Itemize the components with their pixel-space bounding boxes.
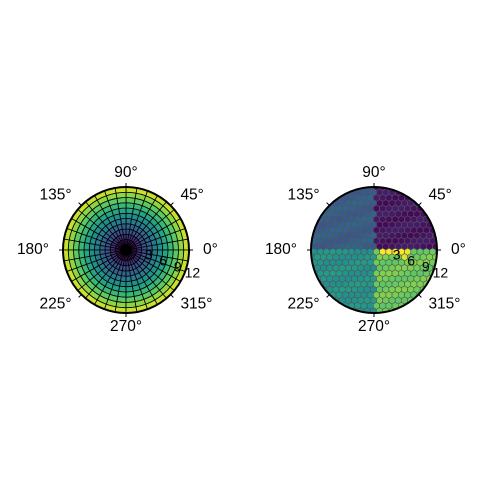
structured-cells — [62, 186, 190, 314]
r-label-9: 9 — [422, 258, 430, 274]
mesh-cell — [125, 207, 134, 215]
theta-label-225: 225° — [39, 296, 71, 313]
mesh-cell — [125, 228, 131, 235]
mesh-cell — [99, 244, 106, 251]
mesh-cell — [119, 280, 127, 288]
mesh-cell — [118, 285, 127, 293]
theta-tick — [326, 294, 330, 298]
mesh-cell — [125, 218, 132, 225]
mesh-cell — [88, 243, 96, 251]
mesh-cell — [104, 245, 111, 251]
r-label-12: 12 — [433, 264, 449, 280]
mesh-cell — [125, 212, 133, 220]
mesh-cell — [122, 259, 127, 267]
theta-tick — [326, 202, 330, 206]
r-label-9: 9 — [174, 258, 182, 274]
polar-plot-structured: 0° 45° 90° 135° 180° 225° 270° 315° 3 6 … — [17, 164, 218, 335]
mesh-cell — [125, 233, 130, 241]
theta-label-45: 45° — [180, 187, 203, 204]
theta-label-90: 90° — [362, 164, 385, 181]
theta-label-180: 180° — [265, 241, 297, 258]
theta-label-270: 270° — [110, 318, 142, 335]
mesh-cell — [109, 246, 117, 251]
polar-plot-unstructured: 0° 45° 90° 135° 180° 225° 270° 315° 3 6 … — [265, 164, 466, 335]
mesh-cell — [125, 223, 132, 230]
mesh-cell — [151, 249, 158, 256]
theta-label-225: 225° — [287, 296, 319, 313]
theta-label-315: 315° — [180, 296, 212, 313]
theta-ticks — [59, 183, 193, 317]
r-label-3: 3 — [393, 247, 401, 263]
theta-tick — [170, 202, 174, 206]
theta-tick-labels: 0° 45° 90° 135° 180° 225° 270° 315° — [17, 164, 218, 335]
theta-label-180: 180° — [17, 241, 49, 258]
theta-label-45: 45° — [428, 187, 451, 204]
mesh-cell — [94, 244, 101, 251]
hexagonal-cells — [311, 187, 437, 313]
theta-tick — [418, 294, 422, 298]
theta-label-0: 0° — [203, 241, 218, 258]
theta-tick — [418, 202, 422, 206]
theta-tick — [78, 294, 82, 298]
mesh-cell — [83, 242, 91, 251]
theta-label-270: 270° — [358, 318, 390, 335]
theta-label-90: 90° — [114, 164, 137, 181]
theta-tick — [78, 202, 82, 206]
theta-label-315: 315° — [428, 296, 460, 313]
mesh-cell — [120, 275, 127, 282]
theta-label-135: 135° — [39, 187, 71, 204]
theta-tick-labels: 0° 45° 90° 135° 180° 225° 270° 315° — [265, 164, 466, 335]
mesh-cell — [120, 270, 127, 277]
r-label-12: 12 — [185, 264, 201, 280]
r-tick-labels: 3 6 9 12 — [145, 247, 201, 281]
theta-tick — [170, 294, 174, 298]
theta-ticks — [307, 183, 441, 317]
theta-label-0: 0° — [451, 241, 466, 258]
r-label-3: 3 — [145, 247, 153, 263]
mesh-cell — [135, 249, 143, 254]
r-label-6: 6 — [407, 253, 415, 269]
theta-label-135: 135° — [287, 187, 319, 204]
mesh-cell — [435, 247, 437, 256]
mesh-cell — [121, 265, 127, 272]
r-label-6: 6 — [159, 253, 167, 269]
r-tick-labels: 3 6 9 12 — [393, 247, 449, 281]
